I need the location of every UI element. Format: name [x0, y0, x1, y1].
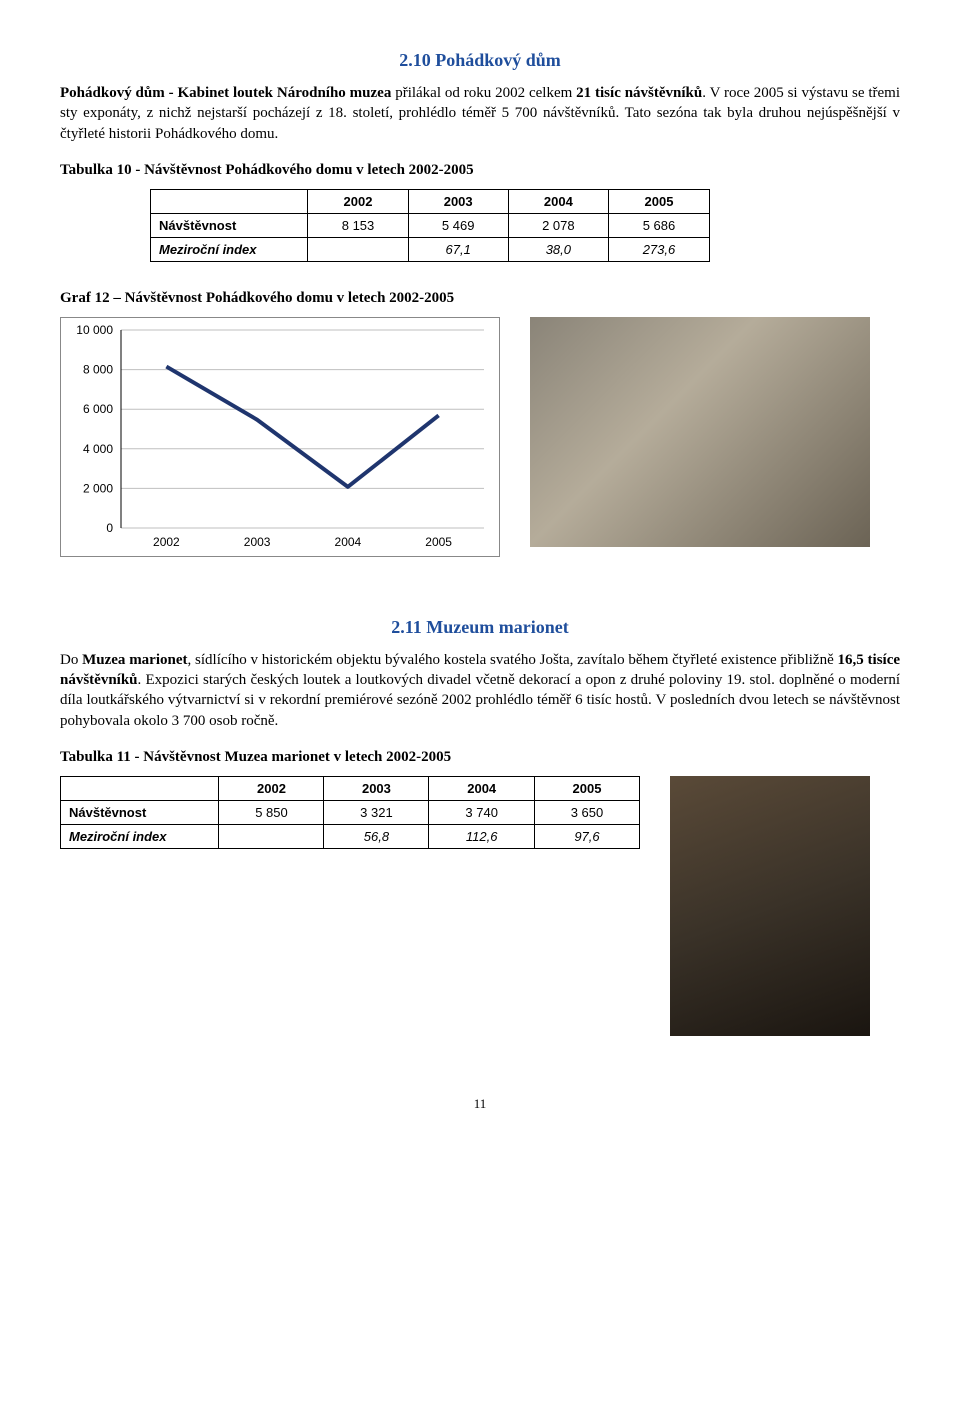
table10-h4: 2005	[608, 189, 709, 213]
svg-text:4 000: 4 000	[83, 442, 113, 456]
t11-h4: 2005	[534, 776, 639, 800]
t10-r0-c1: 5 469	[408, 213, 508, 237]
t10-r1-c3: 273,6	[608, 237, 709, 261]
t10-r0-c3: 5 686	[608, 213, 709, 237]
t10-r0-c2: 2 078	[508, 213, 608, 237]
svg-text:8 000: 8 000	[83, 362, 113, 376]
paragraph-2: Do Muzea marionet, sídlícího v historick…	[60, 650, 900, 731]
svg-text:6 000: 6 000	[83, 402, 113, 416]
photo-marionet	[670, 776, 870, 1036]
page-number: 11	[60, 1096, 900, 1112]
photo-pohadkovy-dum	[530, 317, 870, 547]
t10-r0-c0: 8 153	[308, 213, 408, 237]
svg-text:2004: 2004	[335, 535, 362, 549]
svg-text:2 000: 2 000	[83, 481, 113, 495]
table10-h2: 2003	[408, 189, 508, 213]
paragraph-1: Pohádkový dům - Kabinet loutek Národního…	[60, 83, 900, 144]
t11-r1-c3: 97,6	[534, 824, 639, 848]
t11-h0	[61, 776, 219, 800]
table11-title: Tabulka 11 - Návštěvnost Muzea marionet …	[60, 749, 900, 766]
t10-r0-label: Návštěvnost	[151, 213, 308, 237]
chart12-svg: 0 2 000 4 000 6 000 8 000 10 000 2002 2003 2004 2…	[61, 318, 499, 556]
table10-h3: 2004	[508, 189, 608, 213]
table-row: Meziroční index 56,8 112,6 97,6	[61, 824, 640, 848]
section-title-1: 2.10 Pohádkový dům	[60, 50, 900, 71]
table10-h1: 2002	[308, 189, 408, 213]
t11-r1-c2: 112,6	[429, 824, 535, 848]
t10-r1-c2: 38,0	[508, 237, 608, 261]
t11-r1-c1: 56,8	[324, 824, 429, 848]
t11-r1-label: Meziroční index	[61, 824, 219, 848]
t11-r0-c1: 3 321	[324, 800, 429, 824]
table-row: Návštěvnost 8 153 5 469 2 078 5 686	[151, 213, 710, 237]
t11-h3: 2004	[429, 776, 535, 800]
table10-h0	[151, 189, 308, 213]
chart12: 0 2 000 4 000 6 000 8 000 10 000 2002 2003 2004 2…	[60, 317, 500, 557]
table10: 2002 2003 2004 2005 Návštěvnost 8 153 5 …	[150, 189, 710, 262]
t11-h1: 2002	[219, 776, 324, 800]
section-title-2: 2.11 Muzeum marionet	[60, 617, 900, 638]
table-row: Návštěvnost 5 850 3 321 3 740 3 650	[61, 800, 640, 824]
t10-r1-c0	[308, 237, 408, 261]
t11-r0-label: Návštěvnost	[61, 800, 219, 824]
svg-text:0: 0	[106, 521, 113, 535]
t11-r0-c3: 3 650	[534, 800, 639, 824]
t11-r0-c0: 5 850	[219, 800, 324, 824]
table11: 2002 2003 2004 2005 Návštěvnost 5 850 3 …	[60, 776, 640, 849]
table10-title: Tabulka 10 - Návštěvnost Pohádkového dom…	[60, 162, 900, 179]
svg-text:2002: 2002	[153, 535, 180, 549]
svg-text:10 000: 10 000	[76, 323, 113, 337]
t11-r0-c2: 3 740	[429, 800, 535, 824]
t10-r1-label: Meziroční index	[151, 237, 308, 261]
t11-h2: 2003	[324, 776, 429, 800]
t10-r1-c1: 67,1	[408, 237, 508, 261]
t11-r1-c0	[219, 824, 324, 848]
table-row: Meziroční index 67,1 38,0 273,6	[151, 237, 710, 261]
svg-text:2003: 2003	[244, 535, 271, 549]
chart12-title: Graf 12 – Návštěvnost Pohádkového domu v…	[60, 290, 900, 307]
svg-text:2005: 2005	[425, 535, 452, 549]
